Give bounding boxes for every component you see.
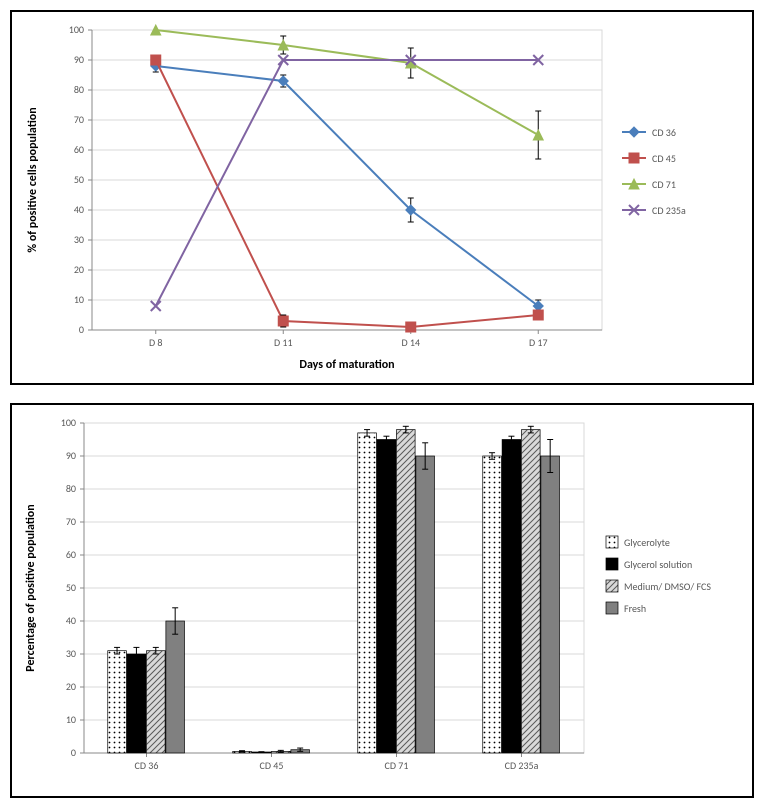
svg-text:CD 36: CD 36 — [652, 126, 676, 139]
line-chart-panel: 0 10 20 30 40 50 60 70 80 90 100 D 8 D 11 D 14 D 17 % o… — [10, 10, 754, 385]
svg-text:50: 50 — [74, 173, 84, 186]
svg-text:CD 235a: CD 235a — [652, 204, 686, 217]
bar-chart-panel: 0 10 20 30 40 50 60 70 80 90 100 Percentage of posi… — [10, 403, 754, 798]
svg-text:80: 80 — [66, 482, 76, 495]
svg-text:Medium/ DMSO/ FCS: Medium/ DMSO/ FCS — [624, 580, 711, 593]
svg-text:10: 10 — [74, 293, 84, 306]
svg-text:20: 20 — [74, 263, 84, 276]
svg-text:CD 71: CD 71 — [652, 178, 676, 191]
svg-text:50: 50 — [66, 581, 76, 594]
svg-text:80: 80 — [74, 83, 84, 96]
line-chart-svg: 0 10 20 30 40 50 60 70 80 90 100 D 8 D 11 D 14 D 17 % o… — [12, 12, 752, 383]
svg-text:Days of maturation: Days of maturation — [299, 358, 394, 372]
svg-text:Glycerolyte: Glycerolyte — [624, 536, 670, 549]
svg-text:10: 10 — [66, 713, 76, 726]
svg-text:CD 45: CD 45 — [652, 152, 676, 165]
page: 0102030405060708090100D 8D 11D 14D 17% o… — [0, 0, 764, 808]
svg-text:30: 30 — [66, 647, 76, 660]
svg-text:D 11: D 11 — [274, 336, 293, 349]
svg-text:40: 40 — [74, 203, 84, 216]
svg-text:Percentage of positive populat: Percentage of positive population — [24, 504, 38, 671]
svg-text:20: 20 — [66, 680, 76, 693]
svg-text:40: 40 — [66, 614, 76, 627]
svg-text:D 14: D 14 — [401, 336, 420, 349]
svg-text:70: 70 — [74, 113, 84, 126]
svg-text:100: 100 — [69, 23, 84, 36]
svg-text:100: 100 — [61, 416, 76, 429]
svg-text:Glycerol solution: Glycerol solution — [624, 558, 692, 571]
svg-text:60: 60 — [74, 143, 84, 156]
svg-text:D 17: D 17 — [529, 336, 548, 349]
svg-text:% of positive cells population: % of positive cells population — [26, 107, 40, 252]
bar-chart-svg: 0 10 20 30 40 50 60 70 80 90 100 Percentage of posi… — [12, 405, 752, 796]
svg-text:0: 0 — [79, 323, 84, 336]
svg-text:CD 36: CD 36 — [135, 759, 159, 772]
svg-text:D 8: D 8 — [149, 336, 162, 349]
svg-text:90: 90 — [66, 449, 76, 462]
svg-text:CD 235a: CD 235a — [505, 759, 539, 772]
svg-text:70: 70 — [66, 515, 76, 528]
svg-text:30: 30 — [74, 233, 84, 246]
svg-text:Fresh: Fresh — [624, 602, 646, 615]
svg-text:60: 60 — [66, 548, 76, 561]
svg-text:90: 90 — [74, 53, 84, 66]
svg-text:CD 45: CD 45 — [260, 759, 284, 772]
svg-text:0: 0 — [71, 746, 76, 759]
svg-text:CD 71: CD 71 — [385, 759, 409, 772]
